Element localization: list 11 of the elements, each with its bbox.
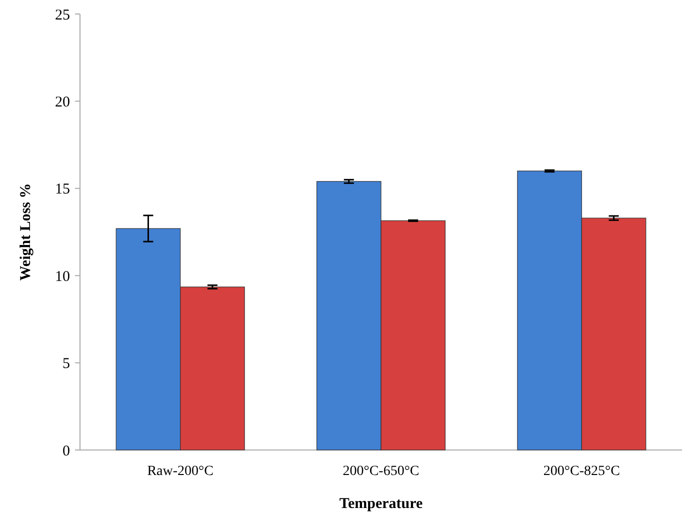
x-axis-title: Temperature — [339, 496, 423, 512]
x-tick-label: Raw-200°C — [147, 464, 214, 479]
x-tick-label: 200°C-825°C — [543, 464, 620, 479]
y-axis-title: Weight Loss % — [18, 183, 34, 281]
y-tick-label: 0 — [62, 443, 70, 460]
y-tick-label: 20 — [55, 94, 70, 110]
y-tick-label: 25 — [55, 7, 70, 24]
x-tick-label: 200°C-650°C — [342, 464, 420, 479]
y-tick-label: 10 — [55, 268, 70, 285]
y-tick-label: 5 — [62, 356, 70, 372]
y-tick-label: 15 — [55, 182, 70, 198]
